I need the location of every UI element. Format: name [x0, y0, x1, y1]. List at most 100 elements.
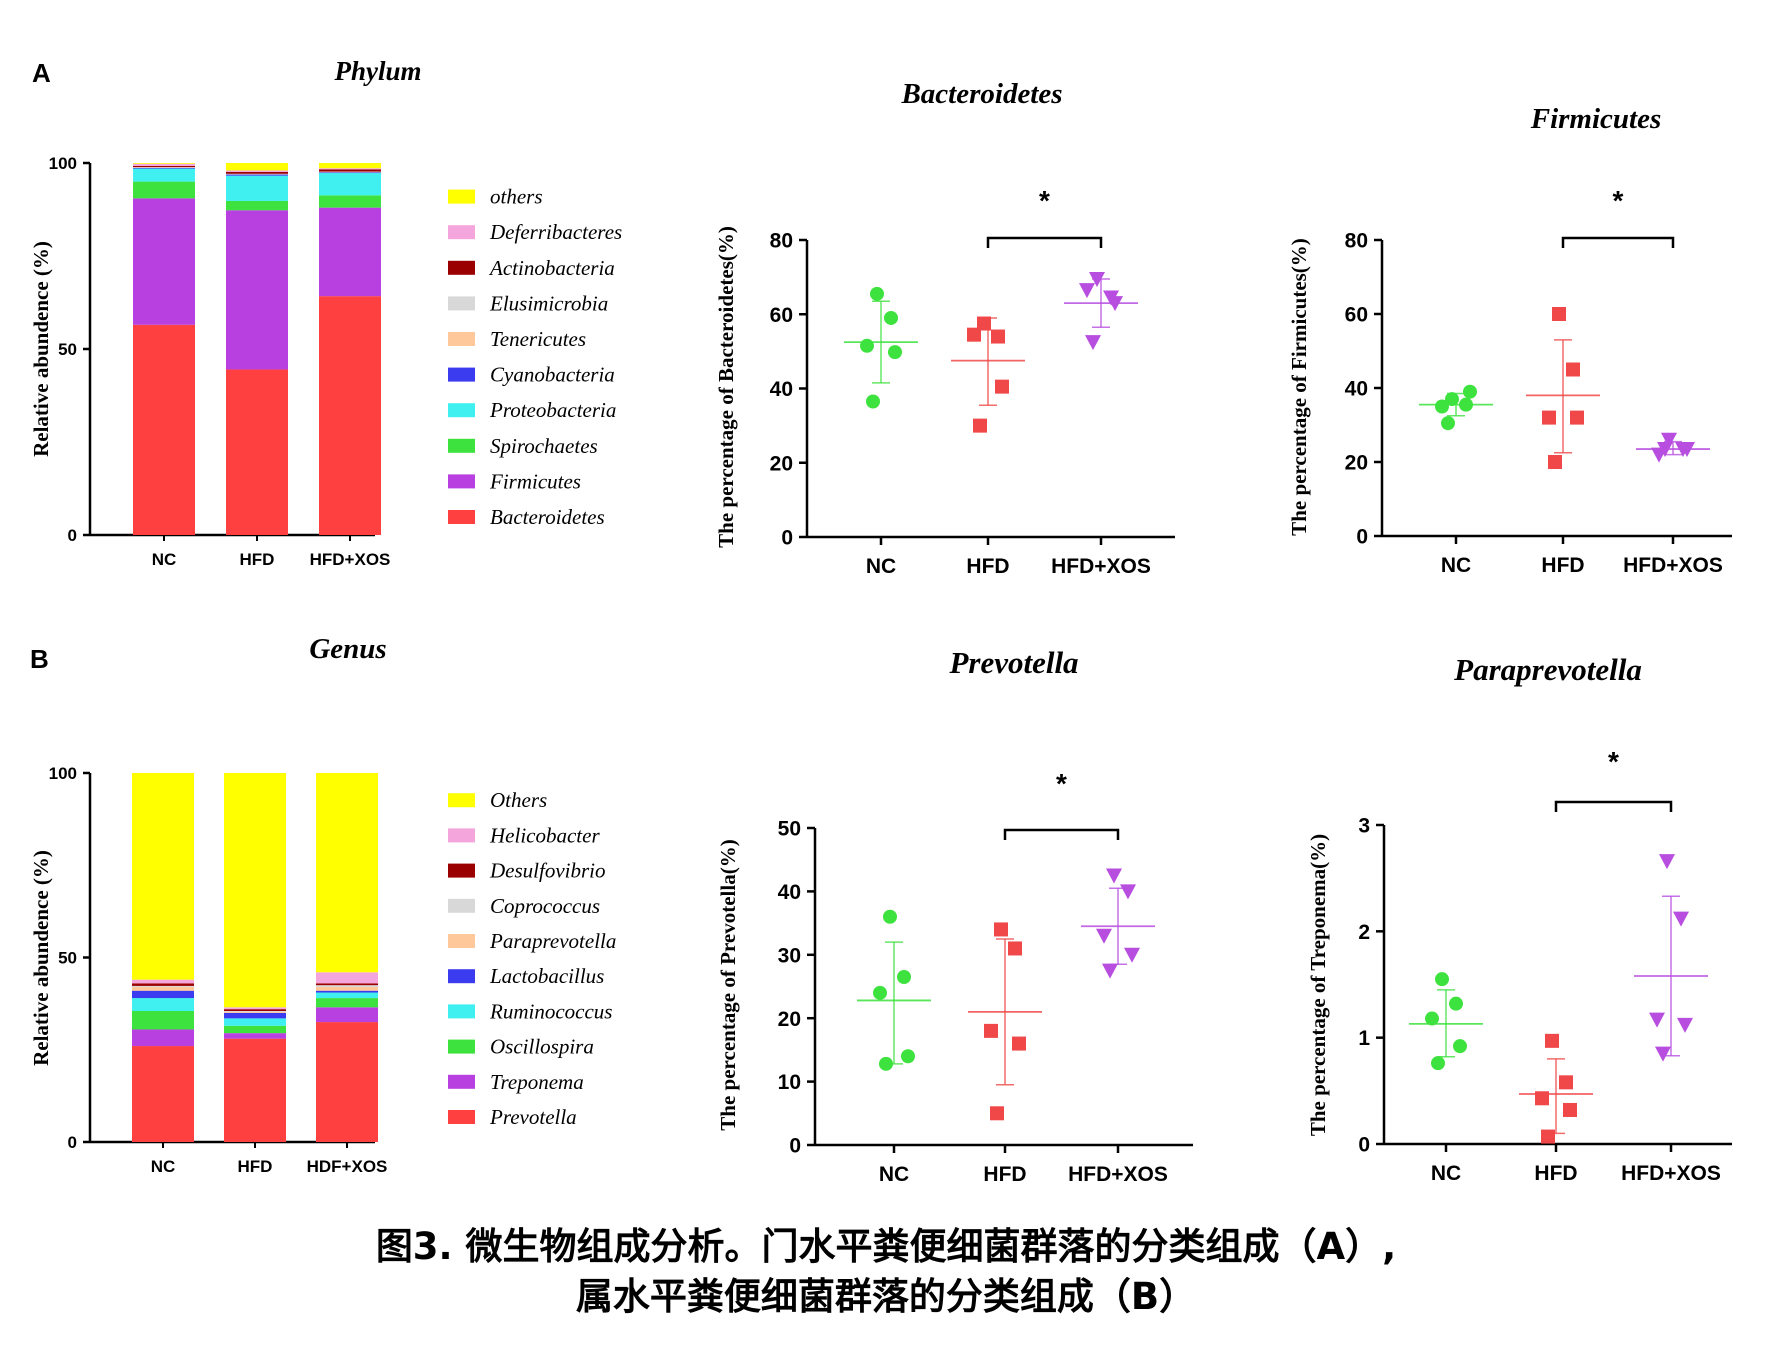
x-tick-label: HFD — [1541, 554, 1584, 577]
y-tick-label: 0 — [68, 526, 77, 545]
bar-segment-deferribacteres-hfd-xos — [319, 168, 381, 170]
caption-line-2: 属水平粪便细菌群落的分类组成（B） — [575, 1275, 1197, 1318]
x-tick-label: NC — [1441, 554, 1471, 577]
bar-segment-oscillospira-hfd — [224, 1025, 286, 1034]
data-point-hfd-xos — [1649, 1012, 1665, 1028]
data-point-nc — [901, 1049, 915, 1064]
data-point-hfd-xos — [1124, 947, 1140, 963]
chart-title: Paraprevotella — [1453, 652, 1642, 687]
data-point-hfd — [1541, 1129, 1555, 1144]
bar-segment-others-nc — [133, 163, 195, 164]
y-tick-label: 40 — [770, 378, 793, 401]
y-axis-label: Relative abundence (%) — [29, 850, 53, 1066]
chart-title: Bacteroidetes — [900, 78, 1062, 110]
bar-segment-treponema-hdf-xos — [316, 1007, 378, 1023]
data-point-hfd — [984, 1023, 998, 1038]
bar-segment-helicobacter-hdf-xos — [316, 972, 378, 984]
legend-swatch-cyanobacteria — [448, 367, 475, 382]
data-point-hfd — [1552, 307, 1566, 321]
data-point-hfd — [994, 922, 1008, 937]
legend-label-desulfovibrio: Desulfovibrio — [489, 859, 606, 883]
legend-label-lactobacillus: Lactobacillus — [489, 964, 604, 988]
y-tick-label: 0 — [68, 1133, 77, 1152]
legend-swatch-prevotella — [448, 1110, 475, 1124]
y-axis-label: The percentage of Treponema(%) — [1306, 834, 1330, 1136]
data-point-hfd — [1535, 1091, 1549, 1106]
data-point-nc — [860, 338, 874, 353]
bar-segment-oscillospira-hdf-xos — [316, 998, 378, 1008]
bacteroidetes-scatter-chart: Bacteroidetes The percentage of Bacteroid… — [714, 78, 1175, 578]
legend-swatch-deferribacteres — [448, 225, 475, 240]
prevotella-scatter-chart: Prevotella The percentage of Prevotella(%… — [716, 645, 1193, 1186]
legend-swatch-ruminococcus — [448, 1004, 475, 1019]
y-tick-label: 30 — [778, 944, 801, 967]
legend-label-cyanobacteria: Cyanobacteria — [490, 363, 615, 387]
bar-segment-cyanobacteria-hfd — [226, 174, 288, 176]
genus-stacked-bar-chart: Genus Relative abundence (%) 0 50 100 NC HFD HD… — [29, 633, 616, 1176]
y-tick-label: 100 — [49, 764, 77, 783]
y-tick-label: 80 — [770, 230, 793, 253]
bar-segment-actinobacteria-nc — [133, 165, 195, 168]
data-point-hfd-xos — [1659, 854, 1675, 870]
data-point-nc — [1459, 397, 1473, 412]
x-tick-label: HFD+XOS — [1623, 554, 1723, 577]
panel-label-b: B — [30, 644, 49, 674]
legend-label-ruminococcus: Ruminococcus — [489, 999, 612, 1023]
legend-label-spirochaetes: Spirochaetes — [490, 434, 598, 458]
data-point-hfd — [991, 329, 1005, 344]
legend-label-coprococcus: Coprococcus — [490, 894, 600, 918]
data-point-hfd-xos — [1677, 1017, 1693, 1033]
data-point-nc — [866, 394, 880, 409]
x-tick-label: NC — [879, 1163, 909, 1186]
phylum-stacked-bar-chart: Phylum Relative abundence (%) 0 50 100 NC HFD H… — [29, 56, 622, 569]
bar-segment-ruminococcus-hfd — [224, 1018, 286, 1026]
significance-bracket — [1003, 828, 1120, 840]
bar-segment-proteobacteria-hfd — [226, 175, 288, 201]
data-point-nc — [1449, 996, 1463, 1011]
y-axis-label: The percentage of Firmicutes(%) — [1287, 238, 1311, 536]
legend-label-treponema: Treponema — [490, 1070, 584, 1094]
bar-segment-prevotella-hdf-xos — [316, 1022, 378, 1142]
figure-caption: 图3. 微生物组成分析。门水平粪便细菌群落的分类组成（A）, 属水平粪便细菌群落… — [0, 1222, 1772, 1322]
bar-segment-lactobacillus-hdf-xos — [316, 990, 378, 993]
data-point-hfd-xos — [1679, 442, 1695, 458]
x-tick-label: NC — [1431, 1162, 1461, 1185]
data-point-hfd — [977, 316, 991, 331]
y-axis-label: The percentage of Prevotella(%) — [716, 839, 740, 1130]
bar-segment-cyanobacteria-hfd-xos — [319, 172, 381, 174]
bar-segment-treponema-hfd — [224, 1033, 286, 1039]
data-point-nc — [1435, 972, 1449, 987]
y-tick-label: 0 — [789, 1135, 801, 1158]
data-point-hfd-xos — [1657, 442, 1673, 458]
bar-segment-bacteroidetes-hfd-xos — [319, 296, 381, 535]
chart-title: Firmicutes — [1530, 103, 1662, 135]
x-tick-label: HFD — [966, 555, 1009, 578]
y-tick-label: 60 — [770, 304, 793, 327]
bar-segment-helicobacter-nc — [132, 979, 194, 984]
y-tick-label: 40 — [1345, 378, 1368, 401]
data-point-nc — [897, 969, 911, 984]
legend-swatch-elusimicrobia — [448, 296, 475, 311]
bar-segment-spirochaetes-nc — [133, 181, 195, 199]
panel-label-a: A — [32, 58, 51, 88]
data-point-nc — [1425, 1011, 1439, 1026]
bar-segment-lactobacillus-nc — [132, 990, 194, 999]
data-point-nc — [1441, 416, 1455, 431]
data-point-hfd-xos — [1102, 963, 1118, 979]
data-point-hfd — [1012, 1036, 1026, 1051]
bar-segment-ruminococcus-hdf-xos — [316, 992, 378, 999]
bar-segment-actinobacteria-hfd — [226, 171, 288, 174]
data-point-hfd — [990, 1106, 1004, 1121]
y-tick-label: 50 — [778, 818, 801, 841]
data-point-hfd — [973, 418, 987, 433]
data-point-hfd — [1545, 1033, 1559, 1048]
legend-swatch-lactobacillus — [448, 969, 475, 984]
y-tick-label: 80 — [1345, 230, 1368, 253]
bar-segment-paraprevotella-hdf-xos — [316, 987, 378, 991]
y-tick-label: 0 — [1356, 526, 1368, 549]
bar-segment-desulfovibrio-hfd — [224, 1009, 286, 1012]
y-tick-label: 1 — [1358, 1027, 1370, 1050]
legend-label-prevotella: Prevotella — [489, 1105, 577, 1129]
data-point-hfd-xos — [1120, 884, 1136, 900]
y-tick-label: 100 — [49, 154, 77, 173]
